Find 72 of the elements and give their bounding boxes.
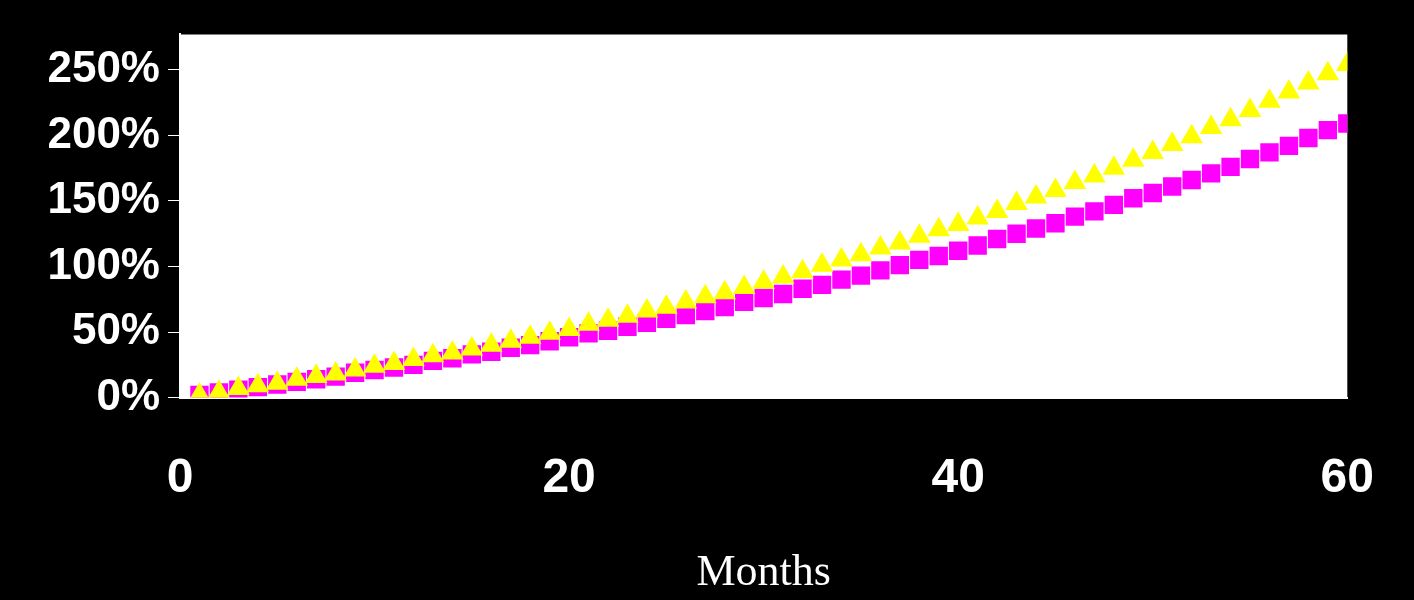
point [946,211,970,232]
y-tick-label: 200% [47,107,160,157]
point [441,340,464,360]
point [499,328,522,348]
point [1102,155,1126,175]
y-tick-label: 100% [47,238,160,288]
x-tick-label: 40 [931,448,985,502]
point [1160,131,1184,152]
point [616,303,639,323]
point [713,279,736,300]
point [985,198,1009,218]
point [1258,88,1281,108]
point [1063,169,1087,190]
point [1083,163,1106,183]
point [460,336,484,356]
point [557,316,581,336]
point [966,204,989,225]
x-axis-title: Months [696,546,831,596]
point [1141,139,1165,159]
point [1277,79,1301,99]
point [1219,106,1242,127]
point [674,288,698,309]
point [732,274,756,294]
point [791,258,814,279]
point [793,279,812,298]
x-tick-label: 60 [1320,448,1374,502]
point [927,216,951,237]
point [849,241,873,262]
point [1005,190,1028,211]
point [596,307,620,327]
point [754,288,773,308]
point [869,235,892,255]
point [888,229,912,250]
point [1238,97,1262,117]
point [1024,183,1048,204]
point [810,252,834,272]
point [1199,114,1223,134]
point [752,269,775,289]
x-tick-label: 0 [166,448,194,502]
point [480,332,503,352]
point [635,298,659,318]
point [343,357,367,377]
point [735,292,754,312]
point [402,346,425,367]
y-tick-label: 0% [96,369,160,419]
y-tick-label: 250% [47,41,160,91]
point [324,361,347,381]
point [830,246,853,267]
x-tick-label: 20 [542,448,596,502]
point [773,284,793,304]
point [655,294,678,314]
point [1316,60,1340,81]
point [832,270,851,289]
point [694,283,717,304]
point [771,263,795,284]
y-tick-label: 150% [47,173,160,223]
point [696,301,715,321]
point [518,324,542,344]
point [1122,147,1145,167]
point [1297,69,1320,90]
point [538,320,561,340]
point [1180,123,1203,144]
point [715,297,734,317]
point [851,266,871,285]
point [1044,177,1067,197]
point [421,342,445,363]
point [363,353,386,373]
point [382,350,406,371]
point [304,363,328,384]
point [577,311,600,331]
point [908,223,931,243]
y-tick-label: 50% [71,304,160,354]
